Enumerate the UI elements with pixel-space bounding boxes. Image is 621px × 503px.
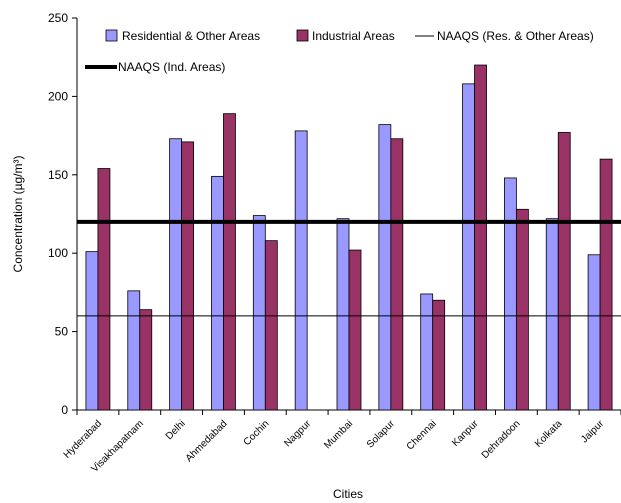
bar-industrial bbox=[139, 309, 153, 411]
legend-swatch-industrial bbox=[296, 29, 309, 42]
x-tick-label: Solapur bbox=[365, 418, 398, 451]
x-tick-label: Ahmedabad bbox=[184, 418, 230, 464]
y-tick-label: 200 bbox=[48, 89, 68, 103]
y-tick-label: 100 bbox=[48, 246, 68, 260]
bar-residential bbox=[462, 83, 475, 411]
bar-industrial bbox=[599, 158, 613, 411]
x-tick-label: Delhi bbox=[164, 418, 188, 442]
x-tick-label: Cochin bbox=[242, 418, 272, 448]
bar-residential bbox=[169, 138, 183, 411]
bar-residential bbox=[211, 175, 224, 411]
y-axis-title: Concentration (µg/m³) bbox=[11, 156, 25, 273]
x-tick-label: Mumbai bbox=[322, 418, 355, 451]
x-tick-label: Hyderabad bbox=[62, 418, 104, 460]
bar-industrial bbox=[432, 299, 446, 411]
x-tick-label: Kolkata bbox=[533, 418, 565, 450]
legend-label-naaqs-ind: NAAQS (Ind. Areas) bbox=[118, 60, 225, 74]
bar-residential bbox=[378, 124, 392, 411]
legend-label-naaqs-res: NAAQS (Res. & Other Areas) bbox=[437, 29, 594, 43]
bar-residential bbox=[127, 290, 141, 411]
legend-label-residential: Residential & Other Areas bbox=[122, 29, 260, 43]
legend-swatch-residential bbox=[105, 29, 118, 42]
bar-industrial bbox=[223, 113, 236, 411]
bar-residential bbox=[420, 293, 434, 411]
bar-residential bbox=[545, 218, 559, 411]
x-tick-label: Jaipur bbox=[579, 418, 607, 446]
bar-industrial bbox=[390, 138, 404, 411]
x-tick-label: Dehradoon bbox=[480, 418, 523, 461]
bar-industrial bbox=[474, 64, 487, 411]
y-tick-label: 250 bbox=[48, 11, 68, 25]
bar-residential bbox=[252, 215, 266, 411]
x-tick-label: Chennai bbox=[405, 418, 439, 452]
x-tick-label: Kanpur bbox=[450, 418, 481, 449]
bar-residential bbox=[336, 218, 350, 411]
x-axis-title: Cities bbox=[333, 487, 363, 501]
bar-industrial bbox=[557, 132, 571, 411]
bar-residential bbox=[294, 130, 308, 411]
legend-label-industrial: Industrial Areas bbox=[312, 29, 395, 43]
y-tick-label: 50 bbox=[55, 325, 69, 339]
bar-industrial bbox=[264, 240, 278, 411]
bar-residential bbox=[85, 251, 99, 411]
bar-residential bbox=[503, 177, 517, 411]
bar-industrial bbox=[181, 141, 195, 411]
bar-industrial bbox=[97, 168, 111, 411]
bar-residential bbox=[587, 254, 601, 411]
y-tick-label: 150 bbox=[48, 168, 68, 182]
bar-industrial bbox=[348, 249, 362, 411]
bar-industrial bbox=[515, 208, 529, 411]
x-tick-label: Nagpur bbox=[282, 418, 313, 449]
y-tick-label: 0 bbox=[61, 403, 68, 417]
